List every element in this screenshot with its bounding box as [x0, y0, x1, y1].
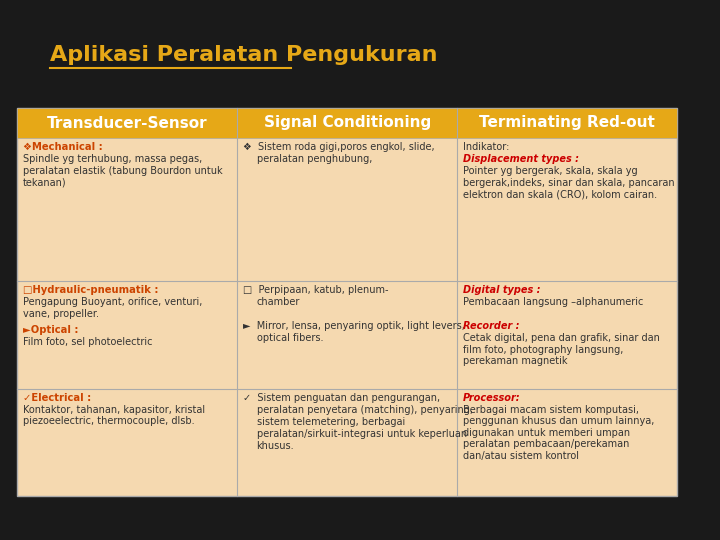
Text: □  Perpipaan, katub, plenum-: □ Perpipaan, katub, plenum-	[243, 285, 389, 295]
Text: Cetak digital, pena dan grafik, sinar dan
film foto, photography langsung,
perek: Cetak digital, pena dan grafik, sinar da…	[463, 333, 660, 367]
Text: Kontaktor, tahanan, kapasitor, kristal
piezoeelectric, thermocouple, dlsb.: Kontaktor, tahanan, kapasitor, kristal p…	[23, 404, 205, 426]
Text: peralatan/sirkuit-integrasi untuk keperluan: peralatan/sirkuit-integrasi untuk keperl…	[256, 429, 467, 438]
Text: Digital types :: Digital types :	[463, 285, 541, 295]
Text: ❖Mechanical :: ❖Mechanical :	[23, 142, 103, 152]
Text: khusus.: khusus.	[256, 441, 294, 450]
Text: Processor:: Processor:	[463, 393, 521, 403]
Text: Spindle yg terhubung, massa pegas,
peralatan elastik (tabung Bourdon untuk
tekan: Spindle yg terhubung, massa pegas, peral…	[23, 154, 222, 187]
Text: Berbagai macam sistem komputasi,
penggunan khusus dan umum lainnya,
digunakan un: Berbagai macam sistem komputasi, penggun…	[463, 404, 654, 461]
Text: Pembacaan langsung –alphanumeric: Pembacaan langsung –alphanumeric	[463, 297, 643, 307]
Text: chamber: chamber	[256, 297, 300, 307]
FancyBboxPatch shape	[17, 108, 677, 496]
Text: Displacement types :: Displacement types :	[463, 154, 579, 164]
Text: Pointer yg bergerak, skala, skala yg
bergerak,indeks, sinar dan skala, pancaran
: Pointer yg bergerak, skala, skala yg ber…	[463, 166, 675, 199]
Text: Indikator:: Indikator:	[463, 142, 509, 152]
Text: peralatan penyetara (matching), penyaring,: peralatan penyetara (matching), penyarin…	[256, 404, 472, 415]
Text: Aplikasi Peralatan Pengukuran: Aplikasi Peralatan Pengukuran	[50, 45, 438, 65]
Text: Film foto, sel photoelectric: Film foto, sel photoelectric	[23, 337, 153, 347]
Text: Signal Conditioning: Signal Conditioning	[264, 116, 431, 131]
Text: ✓Electrical :: ✓Electrical :	[23, 393, 91, 403]
Text: Pengapung Buoyant, orifice, venturi,
vane, propeller.: Pengapung Buoyant, orifice, venturi, van…	[23, 297, 202, 319]
FancyBboxPatch shape	[238, 108, 457, 138]
Text: ❖  Sistem roda gigi,poros engkol, slide,: ❖ Sistem roda gigi,poros engkol, slide,	[243, 142, 435, 152]
Text: Recorder :: Recorder :	[463, 321, 519, 331]
Text: peralatan penghubung,: peralatan penghubung,	[256, 154, 372, 164]
FancyBboxPatch shape	[457, 108, 677, 138]
Text: sistem telemetering, berbagai: sistem telemetering, berbagai	[256, 416, 405, 427]
Text: ►Optical :: ►Optical :	[23, 325, 78, 335]
Text: optical fibers.: optical fibers.	[256, 333, 323, 343]
Text: Transducer-Sensor: Transducer-Sensor	[47, 116, 207, 131]
FancyBboxPatch shape	[17, 108, 238, 138]
Text: ►  Mirror, lensa, penyaring optik, light levers,: ► Mirror, lensa, penyaring optik, light …	[243, 321, 465, 331]
Text: ✓  Sistem penguatan dan pengurangan,: ✓ Sistem penguatan dan pengurangan,	[243, 393, 440, 403]
Text: Terminating Red-out: Terminating Red-out	[479, 116, 655, 131]
Text: □Hydraulic-pneumatik :: □Hydraulic-pneumatik :	[23, 285, 158, 295]
